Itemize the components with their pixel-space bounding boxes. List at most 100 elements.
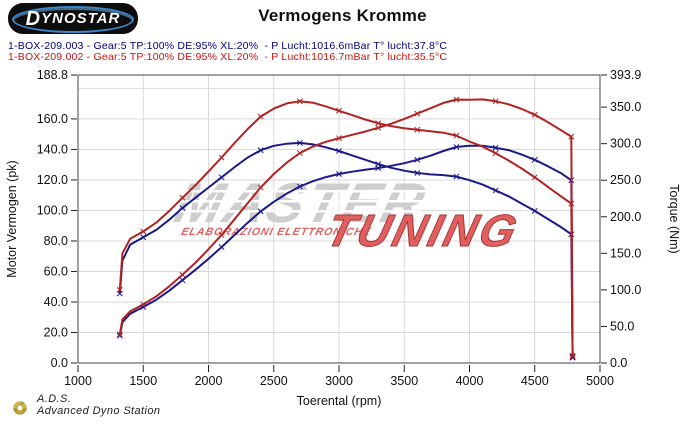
ads-pinwheel-icon: [13, 401, 27, 415]
axes: 188.8 160.0 140.0 120.0 100.0 80.0 60.0 40.0 20.…: [5, 68, 681, 408]
right-tick-label: 50.0: [610, 319, 634, 333]
ads-full: Advanced Dyno Station: [37, 405, 161, 417]
data-marker: [218, 244, 225, 251]
run-info-line-003: 1-BOX-209.003 - Gear:5 TP:100% DE:95% XL…: [8, 40, 448, 52]
watermark-red-text: TUNING: [322, 206, 525, 256]
left-tick-label: 80.0: [44, 234, 68, 248]
left-tick-label: 120.0: [37, 173, 68, 187]
data-marker: [116, 332, 123, 339]
x-tick-label: 1500: [129, 374, 157, 388]
data-marker: [453, 96, 460, 103]
data-marker: [492, 144, 499, 151]
right-tick-label: 150.0: [610, 246, 641, 260]
data-marker: [336, 107, 342, 114]
page-title: Vermogens Kromme: [258, 6, 427, 25]
watermark-sub-text: ELABORAZIONI ELETTRONICHE: [180, 226, 372, 238]
logo-wordmark: DYNOSTAR: [8, 8, 138, 31]
data-marker: [492, 98, 499, 105]
left-tick-label: 40.0: [44, 295, 68, 309]
data-marker: [179, 205, 186, 211]
y-axis-left-title: Motor Vermogen (pk): [5, 160, 19, 277]
x-tick-label: 5000: [586, 374, 614, 388]
x-tick-label: 4000: [456, 374, 484, 388]
ads-abbr: A.D.S.: [37, 393, 72, 405]
right-tick-label: 350.0: [610, 100, 641, 114]
pinwheel-center: [16, 404, 24, 412]
run-info-line-002: 1-BOX-209.002 - Gear:5 TP:100% DE:95% XL…: [8, 51, 448, 63]
data-marker: [257, 208, 264, 215]
data-marker: [453, 144, 460, 150]
data-marker: [296, 139, 303, 146]
data-marker: [257, 184, 264, 191]
x-tick-label: 1000: [64, 374, 92, 388]
x-tick-label: 4500: [521, 374, 549, 388]
data-marker: [531, 174, 538, 181]
right-tick-label: 300.0: [610, 137, 641, 151]
left-tick-label: 60.0: [44, 264, 68, 278]
data-marker: [569, 354, 576, 361]
logo-ellipse-ring: [12, 6, 134, 33]
data-marker: [453, 132, 460, 139]
right-tick-label: 200.0: [610, 210, 641, 224]
data-marker: [568, 133, 575, 140]
data-marker: [116, 286, 123, 293]
data-marker: [296, 98, 303, 105]
data-marker: [218, 154, 225, 161]
x-tick-label: 2000: [195, 374, 223, 388]
data-marker: [218, 231, 225, 238]
data-marker: [336, 171, 342, 177]
x-tick-label: 3000: [325, 374, 353, 388]
data-marker: [179, 271, 186, 278]
left-tick-label: 0.0: [51, 356, 68, 370]
data-marker: [375, 124, 382, 131]
data-marker: [257, 113, 264, 120]
plot-frame: [77, 74, 601, 364]
watermark-speed-line: [172, 200, 424, 203]
data-marker: [375, 165, 382, 172]
left-tick-label: 188.8: [37, 68, 68, 82]
logo-letter-d: D: [25, 8, 42, 30]
left-tick-label: 100.0: [37, 203, 68, 217]
data-marker: [140, 301, 147, 308]
right-tick-label: 250.0: [610, 173, 641, 187]
gridlines: [78, 75, 600, 363]
data-marker: [140, 304, 147, 310]
data-marker: [179, 194, 186, 201]
data-marker: [179, 277, 186, 284]
data-marker: [414, 126, 421, 133]
data-marker: [414, 110, 421, 117]
logo-suffix-text: ...: [116, 34, 125, 41]
ads-caption: A.D.S. Advanced Dyno Station: [37, 393, 160, 417]
watermark-speed-line: [170, 210, 421, 213]
pinwheel-petal: [13, 401, 21, 409]
y-axis-right-title: Torque (Nm): [667, 184, 681, 253]
x-tick-label: 2500: [260, 374, 288, 388]
data-marker: [296, 183, 303, 190]
data-marker: [336, 135, 342, 142]
dynostar-logo: DYNOSTAR ...: [8, 3, 138, 41]
data-marker: [296, 150, 303, 157]
right-tick-label: 100.0: [610, 283, 641, 297]
left-tick-label: 140.0: [37, 142, 68, 156]
data-marker: [336, 148, 342, 154]
watermark-speed-line: [175, 190, 426, 193]
data-marker: [492, 187, 499, 194]
x-axis-title: Toerental (rpm): [297, 394, 382, 408]
power-run-003-markers: [116, 144, 576, 361]
data-marker: [140, 234, 147, 241]
data-marker: [414, 169, 421, 176]
x-tick-label: 3500: [390, 374, 418, 388]
data-marker: [531, 207, 538, 214]
data-marker: [531, 111, 538, 118]
data-marker: [218, 174, 225, 181]
data-marker: [116, 331, 123, 338]
left-tick-label: 20.0: [44, 325, 68, 339]
left-tick-label: 160.0: [37, 112, 68, 126]
logo-rest: YNOSTAR: [41, 10, 121, 27]
power-run-002-markers: [116, 96, 576, 360]
data-marker: [375, 120, 382, 127]
data-marker: [531, 156, 538, 163]
